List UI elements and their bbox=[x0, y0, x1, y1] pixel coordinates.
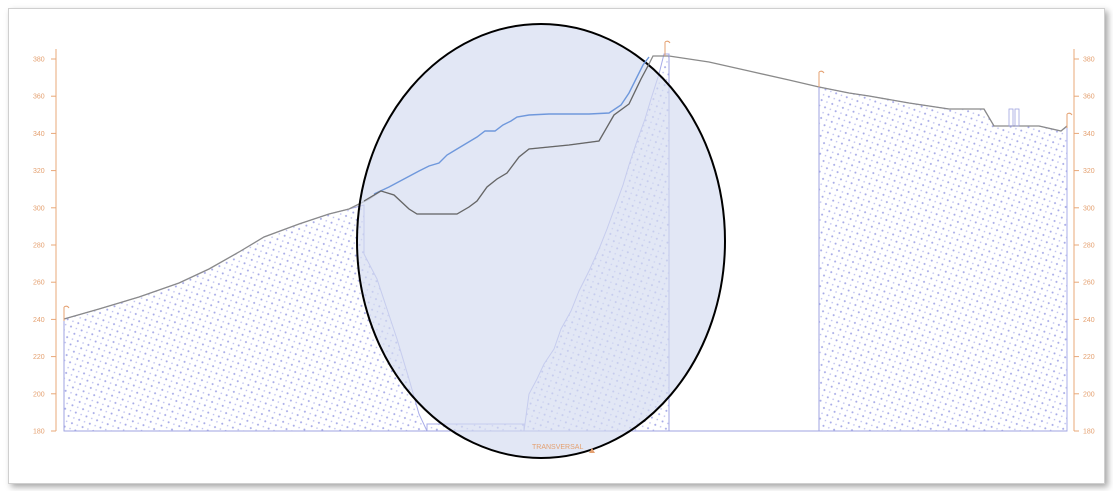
right-axis-tick-label: 300 bbox=[1083, 205, 1095, 212]
structure-post-1 bbox=[1008, 108, 1014, 127]
left-axis-tick-label: 340 bbox=[33, 131, 45, 138]
marker-flag-left bbox=[63, 305, 70, 321]
left-axis-tick-label: 300 bbox=[33, 205, 45, 212]
marker-flag-right bbox=[818, 70, 825, 87]
footer-label: TRANSVERSAL bbox=[532, 444, 583, 451]
left-axis-tick-label: 380 bbox=[33, 57, 45, 64]
right-axis-tick-label: 180 bbox=[1083, 429, 1095, 436]
left-axis-tick-label: 260 bbox=[33, 280, 45, 287]
left-axis-tick-label: 220 bbox=[33, 354, 45, 361]
highlight-ellipse bbox=[356, 23, 726, 459]
right-axis-tick-label: 360 bbox=[1083, 94, 1095, 101]
right-axis-tick-label: 220 bbox=[1083, 354, 1095, 361]
left-axis-tick-label: 320 bbox=[33, 168, 45, 175]
footer-marker-icon bbox=[589, 448, 595, 453]
right-axis-tick-label: 380 bbox=[1083, 57, 1095, 64]
right-axis-tick-label: 340 bbox=[1083, 131, 1095, 138]
right-axis-tick-label: 260 bbox=[1083, 280, 1095, 287]
left-axis: 380 360 340 320 300 280 260 240 220 200 180 bbox=[33, 49, 57, 436]
structure-post-2 bbox=[1014, 108, 1020, 127]
right-axis-tick-label: 280 bbox=[1083, 243, 1095, 250]
right-axis-tick-label: 200 bbox=[1083, 391, 1095, 398]
design-profile-line bbox=[373, 56, 650, 195]
right-axis: 380 360 340 320 300 280 260 240 220 200 180 bbox=[1073, 49, 1095, 436]
cross-section-panel: 380 360 340 320 300 280 260 240 220 200 180 380 360… bbox=[8, 8, 1105, 484]
terrain-line-highlighted bbox=[363, 63, 650, 215]
left-axis-tick-label: 360 bbox=[33, 94, 45, 101]
right-axis-tick-label: 240 bbox=[1083, 317, 1095, 324]
right-axis-tick-label: 320 bbox=[1083, 168, 1095, 175]
right-block-hatch bbox=[818, 86, 1068, 432]
marker-flag-center bbox=[664, 40, 671, 56]
left-axis-tick-label: 200 bbox=[33, 391, 45, 398]
cross-section-drawing: 380 360 340 320 300 280 260 240 220 200 180 380 360… bbox=[33, 23, 1095, 459]
marker-flag-far-right bbox=[1066, 112, 1073, 128]
left-axis-tick-label: 280 bbox=[33, 243, 45, 250]
left-axis-tick-label: 180 bbox=[33, 429, 45, 436]
left-axis-tick-label: 240 bbox=[33, 317, 45, 324]
